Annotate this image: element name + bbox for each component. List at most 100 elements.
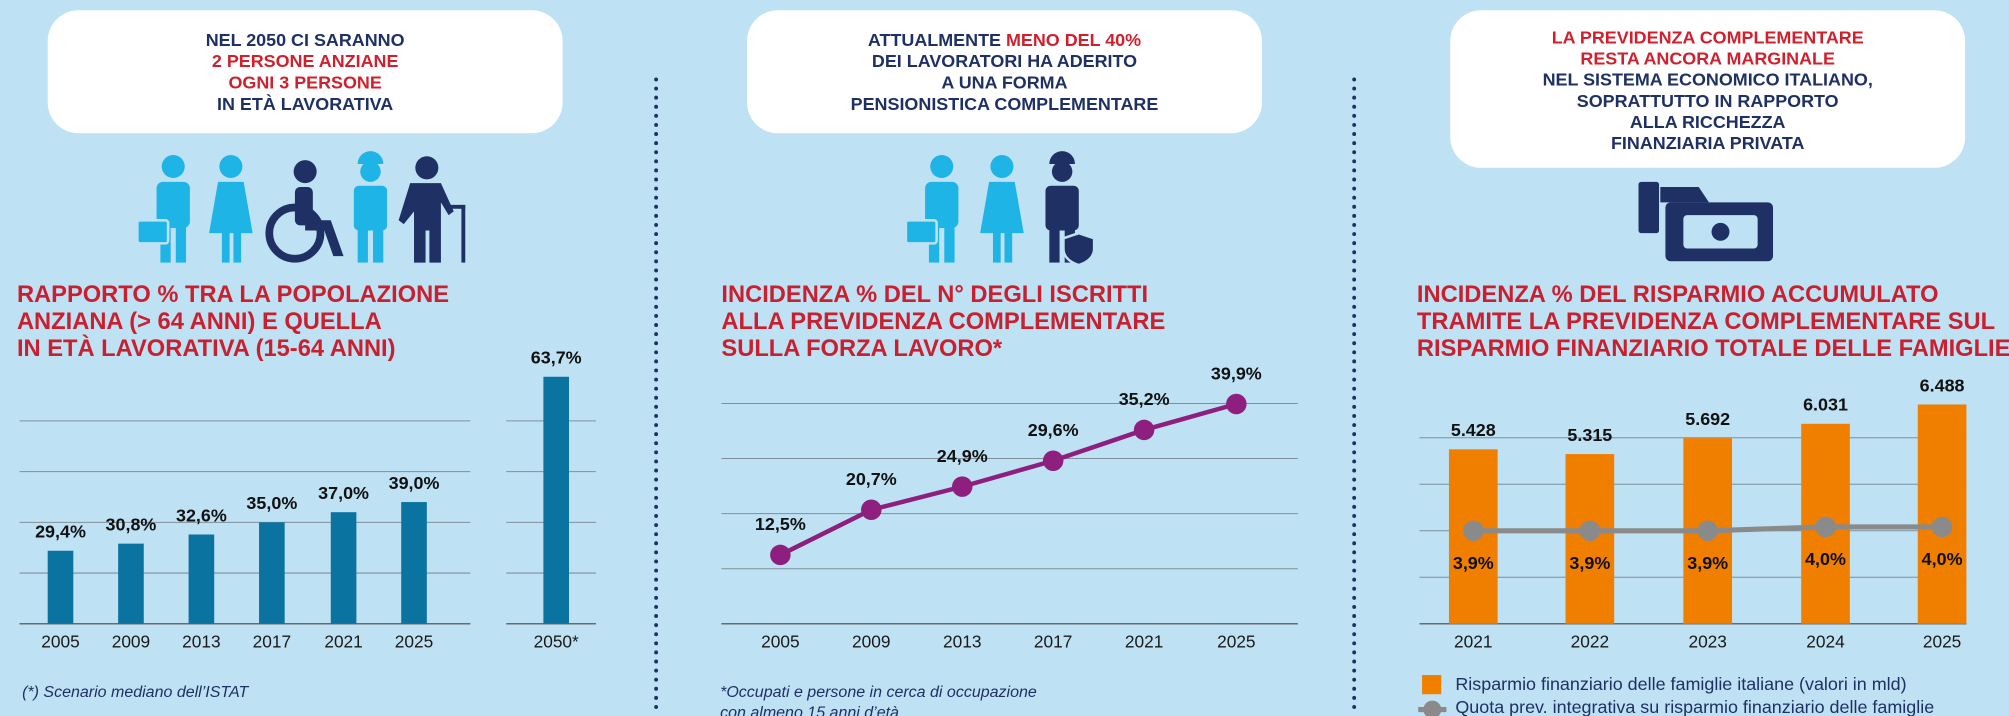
x-tick-label: 2009 <box>112 632 150 652</box>
bar <box>259 522 285 624</box>
value-label: 63,7% <box>531 348 582 368</box>
point <box>770 544 791 566</box>
callout-text: ATTUALMENTE <box>868 30 1006 50</box>
value-label: 4,0% <box>1805 549 1846 569</box>
point <box>951 476 973 497</box>
point <box>1042 450 1064 471</box>
chart-title: RISPARMIO FINANZIARIO TOTALE DELLE FAMIG… <box>1417 336 2009 362</box>
chart-title: SULLA FORZA LAVORO* <box>721 336 1003 362</box>
x-tick-label: 2022 <box>1571 632 1609 652</box>
bar <box>188 534 215 624</box>
legend-swatch <box>1422 675 1442 695</box>
callout-box <box>47 10 563 134</box>
x-tick-label: 2017 <box>253 632 291 652</box>
value-label: 3,9% <box>1569 553 1610 573</box>
callout-line: IN ETÀ LAVORATIVA <box>217 93 393 114</box>
callout-text: A UNA FORMA <box>941 72 1067 92</box>
legend-label: Risparmio finanziario delle famiglie ita… <box>1455 674 1906 694</box>
point <box>861 499 882 521</box>
bar <box>47 550 74 624</box>
chart-title: INCIDENZA % DEL N° DEGLI ISCRITTI <box>721 282 1148 308</box>
x-tick-label: 2017 <box>1034 632 1072 652</box>
point <box>1133 419 1155 441</box>
chart-title: ALLA PREVIDENZA COMPLEMENTARE <box>721 309 1165 335</box>
chart-title: TRAMITE LA PREVIDENZA COMPLEMENTARE SUL <box>1417 309 1995 335</box>
callout-text: NEL 2050 CI SARANNO <box>206 30 405 50</box>
value-label: 5.428 <box>1451 420 1496 440</box>
value-label: 32,6% <box>176 505 227 525</box>
callout-box <box>1450 10 1966 168</box>
value-label: 39,0% <box>389 473 440 493</box>
x-tick-label: 2005 <box>761 632 799 652</box>
value-label: 37,0% <box>318 483 369 503</box>
callout-line: OGNI 3 PERSONE <box>228 72 381 92</box>
x-tick-label: 2024 <box>1806 632 1845 652</box>
callout-text: IN ETÀ LAVORATIVA <box>217 93 393 114</box>
callout-text: NEL SISTEMA ECONOMICO ITALIANO, <box>1543 69 1873 89</box>
callout-line: NEL SISTEMA ECONOMICO ITALIANO, <box>1543 69 1873 89</box>
x-tick-label: 2013 <box>943 632 981 652</box>
callout-text: MENO DEL 40% <box>1006 30 1141 50</box>
chart-title: IN ETÀ LAVORATIVA (15-64 ANNI) <box>17 334 396 362</box>
point <box>1931 516 1953 538</box>
x-tick-label: 2050* <box>534 632 579 652</box>
callout-text: 2 PERSONE ANZIANE <box>212 51 399 71</box>
point <box>1697 520 1718 542</box>
value-label: 30,8% <box>106 514 157 534</box>
x-tick-label: 2005 <box>41 632 79 652</box>
callout-line: LA PREVIDENZA COMPLEMENTARE <box>1552 27 1864 47</box>
footnote: (*) Scenario mediano dell’ISTAT <box>22 684 249 701</box>
callout-box <box>747 10 1262 134</box>
callout-line: SOPRATTUTTO IN RAPPORTO <box>1577 91 1839 111</box>
callout-text: SOPRATTUTTO IN RAPPORTO <box>1577 91 1839 111</box>
value-label: 6.031 <box>1803 395 1848 415</box>
value-label: 20,7% <box>846 469 897 489</box>
callout-line: ATTUALMENTE MENO DEL 40% <box>868 30 1141 50</box>
callout-line: PENSIONISTICA COMPLEMENTARE <box>851 94 1159 114</box>
value-label: 12,5% <box>755 514 806 534</box>
x-tick-label: 2021 <box>324 632 362 652</box>
value-label: 29,4% <box>35 522 86 542</box>
legend-label: Quota prev. integrativa su risparmio fin… <box>1455 697 1934 716</box>
value-label: 39,9% <box>1211 363 1262 383</box>
icons <box>136 151 1774 267</box>
chart-title: RAPPORTO % TRA LA POPOLAZIONE <box>17 282 449 308</box>
value-label: 29,6% <box>1028 420 1079 440</box>
callout-line: 2 PERSONE ANZIANE <box>212 51 399 71</box>
value-label: 5.692 <box>1685 409 1730 429</box>
x-tick-label: 2009 <box>852 632 890 652</box>
value-label: 24,9% <box>937 446 988 466</box>
chart-title: INCIDENZA % DEL RISPARMIO ACCUMULATO <box>1417 282 1939 308</box>
legend-swatch <box>1423 700 1442 716</box>
x-tick-label: 2021 <box>1125 632 1163 652</box>
callout-text: LA PREVIDENZA COMPLEMENTARE <box>1552 27 1864 47</box>
x-tick-label: 2021 <box>1454 632 1492 652</box>
point <box>1463 520 1484 542</box>
value-label: 4,0% <box>1922 549 1963 569</box>
callout-line: DEI LAVORATORI HA ADERITO <box>872 51 1137 71</box>
x-tick-label: 2025 <box>1923 632 1961 652</box>
callout-line: ALLA RICCHEZZA <box>1630 112 1786 132</box>
callout-text: OGNI 3 PERSONE <box>228 72 381 92</box>
callout-line: NEL 2050 CI SARANNO <box>206 30 405 50</box>
bar <box>330 512 357 624</box>
bar <box>1917 404 1967 624</box>
point <box>1579 520 1601 542</box>
footnote: con almeno 15 anni d’età <box>720 705 899 716</box>
point <box>1815 516 1836 538</box>
x-tick-label: 2025 <box>395 632 433 652</box>
callout-text: PENSIONISTICA COMPLEMENTARE <box>851 94 1159 114</box>
x-tick-label: 2025 <box>1217 632 1255 652</box>
value-label: 35,0% <box>246 493 297 513</box>
footnote: *Occupati e persone in cerca di occupazi… <box>720 684 1037 701</box>
value-label: 6.488 <box>1920 375 1965 395</box>
callout-line: FINANZIARIA PRIVATA <box>1611 133 1805 153</box>
callout-line: RESTA ANCORA MARGINALE <box>1580 48 1835 68</box>
value-label: 3,9% <box>1687 553 1728 573</box>
callout-text: DEI LAVORATORI HA ADERITO <box>872 51 1137 71</box>
point <box>1226 393 1247 415</box>
x-tick-label: 2013 <box>182 632 220 652</box>
callout-text: RESTA ANCORA MARGINALE <box>1580 48 1835 68</box>
callout-line: A UNA FORMA <box>941 72 1067 92</box>
